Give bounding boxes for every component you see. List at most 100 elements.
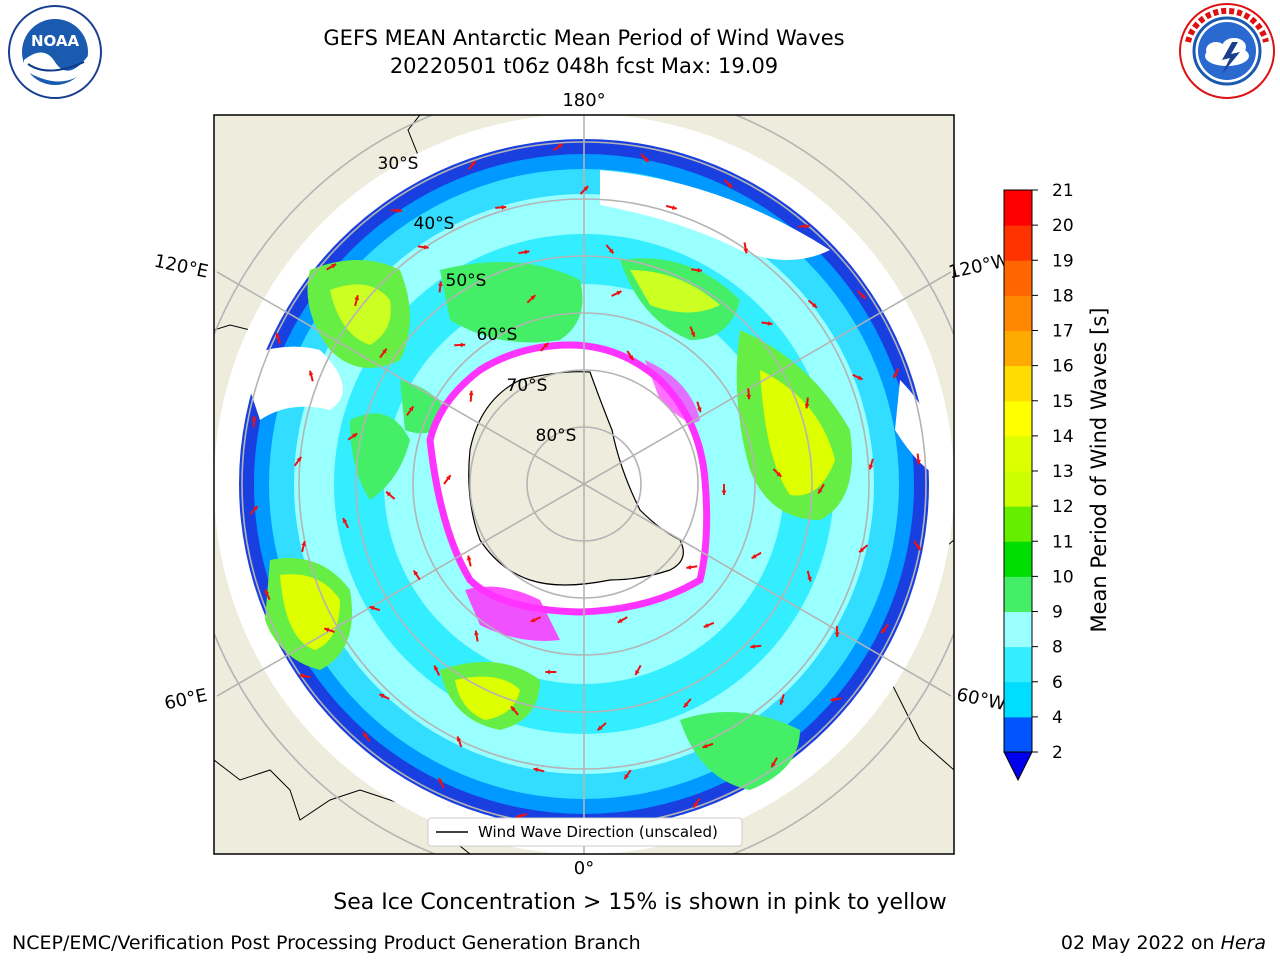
wave-arrow-head [324,627,330,633]
colorbar-segment [1004,541,1032,577]
lon-label-0: 0° [574,858,594,879]
lat-label-80s: 80°S [536,426,577,446]
wave-arrow-head [830,697,836,702]
wave-arrow-head [264,589,270,595]
lon-label-180: 180° [562,90,605,111]
wave-arrow-head [804,223,810,229]
wave-arrow-head [690,331,696,337]
colorbar-tick-label: 18 [1052,286,1074,306]
colorbar-label: Mean Period of Wind Waves [s] [1087,308,1111,633]
wave-arrow-head [413,570,419,576]
lat-label-40s: 40°S [414,214,455,234]
wave-arrow-head [834,632,840,637]
map-subtitle: 20220501 t06z 048h fcst Max: 19.09 [389,54,779,78]
colorbar-segment [1004,646,1032,683]
wave-arrow-head [530,617,536,623]
wave-arrow-head [354,295,359,301]
map-title: GEFS MEAN Antarctic Mean Period of Wind … [323,26,845,50]
map-legend [427,817,743,847]
wave-arrow-head [693,802,698,808]
wave-arrow-head [776,472,782,477]
wave-arrow-head [301,541,306,547]
wave-arrow-head [628,355,634,361]
colorbar-segment [1004,681,1032,718]
wave-arrow-head [643,157,649,162]
colorbar-tick-label: 8 [1052,638,1063,658]
wave-arrow-head [386,491,392,497]
colorbar-segment [1004,400,1032,437]
colorbar-segment [1004,330,1032,367]
colorbar-tick-label: 19 [1052,251,1074,271]
wave-arrow-head [408,406,414,412]
colorbar-tick-label: 15 [1052,392,1074,412]
wave-arrow-head [857,375,863,380]
wave-arrow-head [743,248,749,254]
wave-arrow-head [771,762,776,768]
wave-arrow-head [859,547,864,553]
colorbar-segment [1004,190,1032,226]
colorbar-tick-label: 10 [1052,567,1074,587]
colorbar-segment [1004,576,1032,612]
wave-arrow-head [275,333,280,338]
colorbar-tick-label: 13 [1052,462,1074,482]
wave-arrow-head [807,576,812,582]
wave-arrow-head [686,564,692,570]
footer-date-text: 02 May 2022 on [1060,932,1221,954]
map-frame [213,114,955,855]
wave-arrow-head [438,281,443,287]
wave-arrow-head [438,778,443,783]
noaa-logo: NOAA [8,5,102,99]
wave-arrow-head [252,506,258,511]
colorbar-segment [1004,295,1032,331]
colorbar-segment [1004,435,1032,472]
wave-arrow-head [501,205,507,210]
noaa-logo-text: NOAA [31,32,80,50]
wave-arrow-head [671,205,677,210]
footer-machine: Hera [1220,932,1266,954]
wave-arrow-head [751,554,757,559]
wave-arrow-head [812,303,817,308]
wave-arrow-head [916,459,921,465]
wave-arrow-head [804,403,810,409]
wave-arrow-head [446,475,451,481]
wave-arrow-head [881,628,886,634]
wave-arrow-head [533,767,539,773]
colorbar-segment [1004,260,1032,296]
wave-arrow-head [468,390,474,396]
colorbar-tick-label: 2 [1052,743,1063,763]
colorbar-tick-label: 9 [1052,603,1063,623]
wave-arrow-head [466,555,472,561]
footer-date: 02 May 2022 on Hera [1061,932,1266,954]
wave-arrow-head [557,143,563,149]
colorbar-tick-label: 12 [1052,497,1074,517]
wave-arrow-head [893,373,898,379]
colorbar-tick-label: 16 [1052,357,1074,377]
colorbar-tick-label: 6 [1052,673,1063,693]
colorbar-segment [1004,365,1032,402]
colorbar-tick-label: 14 [1052,427,1074,447]
colorbar-segment [1004,506,1032,542]
colorbar-tick-label: 20 [1052,216,1074,236]
wave-arrow-head [382,348,387,354]
wave-arrow-head [697,267,702,273]
nws-logo [1179,3,1275,99]
lat-label-70s: 70°S [507,376,548,396]
wave-arrow-head [543,342,549,348]
footer-credit: NCEP/EMC/Verification Post Processing Pr… [12,932,641,954]
wave-arrow-head [474,630,479,636]
graticule [214,115,954,854]
wave-arrow-head [916,545,921,550]
wave-arrow-head [299,673,305,679]
sea-ice-note: Sea Ice Concentration > 15% is shown in … [333,890,947,915]
wave-arrow-head [331,264,337,269]
wave-arrow-head [727,183,733,188]
wave-arrow-head [424,244,429,250]
wave-arrow-head [583,186,589,191]
wave-arrow-head [460,342,466,348]
colorbar-tick-label: 11 [1052,532,1074,552]
wave-direction-arrows [249,143,922,826]
wave-arrow-head [545,669,550,675]
wave-arrow-head [397,208,402,213]
colorbar-segment [1004,716,1032,753]
